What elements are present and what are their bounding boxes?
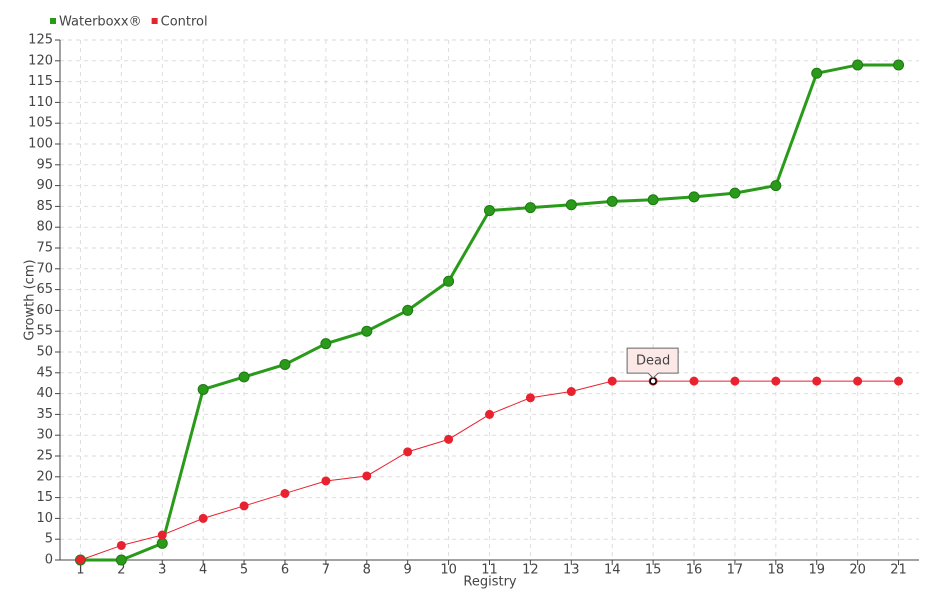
data-point bbox=[811, 67, 823, 79]
y-tick-label: 55 bbox=[36, 324, 53, 339]
y-tick-label: 50 bbox=[36, 345, 53, 360]
x-axis-label: Registry bbox=[463, 575, 517, 590]
data-point bbox=[485, 409, 494, 419]
legend-label: Waterboxx® bbox=[59, 15, 142, 30]
y-tick-label: 20 bbox=[36, 469, 53, 484]
data-point bbox=[729, 187, 741, 199]
data-point bbox=[198, 513, 208, 523]
y-tick-label: 70 bbox=[36, 261, 53, 276]
data-point bbox=[115, 554, 127, 566]
y-tick-label: 90 bbox=[36, 178, 53, 193]
y-tick-label: 80 bbox=[36, 220, 53, 235]
data-point bbox=[893, 59, 905, 71]
data-point bbox=[770, 180, 782, 192]
data-point bbox=[157, 530, 167, 540]
y-tick-label: 65 bbox=[36, 282, 53, 297]
x-tick-label: 3 bbox=[158, 563, 166, 578]
data-point bbox=[320, 338, 332, 350]
y-tick-label: 110 bbox=[28, 95, 53, 110]
x-tick-label: 9 bbox=[404, 563, 412, 578]
annotation-point bbox=[649, 377, 657, 385]
x-tick-label: 14 bbox=[604, 563, 621, 578]
data-point bbox=[689, 376, 699, 386]
data-point bbox=[116, 540, 126, 550]
x-tick-label: 21 bbox=[890, 563, 907, 578]
data-point bbox=[688, 191, 700, 203]
data-point bbox=[402, 304, 414, 316]
data-point bbox=[606, 195, 618, 207]
y-tick-label: 95 bbox=[36, 157, 53, 172]
y-tick-label: 30 bbox=[36, 428, 53, 443]
data-point bbox=[853, 376, 863, 386]
data-point bbox=[321, 476, 331, 486]
x-tick-label: 7 bbox=[322, 563, 330, 578]
x-tick-label: 1 bbox=[76, 563, 84, 578]
y-tick-label: 60 bbox=[36, 303, 53, 318]
data-point bbox=[852, 59, 864, 71]
legend-swatch bbox=[50, 18, 56, 24]
x-tick-label: 15 bbox=[645, 563, 662, 578]
x-tick-label: 12 bbox=[522, 563, 539, 578]
data-point bbox=[197, 383, 209, 395]
y-tick-label: 100 bbox=[28, 137, 53, 152]
annotation-box bbox=[626, 347, 679, 379]
data-point bbox=[279, 358, 291, 370]
data-point bbox=[361, 325, 373, 337]
annotation-label: Dead bbox=[636, 354, 670, 369]
data-point bbox=[444, 434, 454, 444]
y-tick-label: 10 bbox=[36, 511, 53, 526]
y-tick-label: 35 bbox=[36, 407, 53, 422]
x-tick-label: 13 bbox=[563, 563, 580, 578]
data-point bbox=[894, 376, 904, 386]
data-point bbox=[730, 376, 740, 386]
data-point bbox=[403, 447, 413, 457]
data-point bbox=[443, 275, 455, 287]
y-axis-label: Growth (cm) bbox=[23, 259, 38, 340]
data-point bbox=[525, 393, 535, 403]
data-point bbox=[75, 555, 85, 565]
data-point bbox=[239, 501, 249, 511]
data-point bbox=[280, 488, 290, 498]
data-point bbox=[524, 202, 536, 214]
legend-label: Control bbox=[161, 15, 208, 30]
data-point bbox=[565, 199, 577, 211]
x-tick-label: 18 bbox=[768, 563, 785, 578]
y-tick-label: 0 bbox=[45, 553, 53, 568]
x-tick-label: 17 bbox=[727, 563, 744, 578]
y-tick-label: 125 bbox=[28, 33, 53, 48]
x-tick-label: 16 bbox=[686, 563, 703, 578]
y-tick-label: 40 bbox=[36, 386, 53, 401]
y-tick-label: 25 bbox=[36, 449, 53, 464]
y-tick-label: 120 bbox=[28, 53, 53, 68]
y-tick-label: 85 bbox=[36, 199, 53, 214]
x-tick-label: 19 bbox=[808, 563, 825, 578]
data-point bbox=[607, 376, 617, 386]
x-tick-label: 5 bbox=[240, 563, 248, 578]
x-tick-label: 20 bbox=[849, 563, 866, 578]
data-point bbox=[238, 371, 250, 383]
data-point bbox=[362, 471, 372, 481]
x-tick-label: 10 bbox=[440, 563, 457, 578]
x-tick-label: 6 bbox=[281, 563, 289, 578]
legend-swatch bbox=[151, 18, 158, 24]
x-tick-label: 2 bbox=[117, 563, 125, 578]
data-point bbox=[156, 537, 168, 549]
data-point bbox=[484, 205, 495, 217]
x-tick-label: 4 bbox=[199, 563, 207, 578]
x-tick-label: 11 bbox=[481, 563, 498, 578]
x-tick-label: 8 bbox=[363, 563, 371, 578]
y-tick-label: 45 bbox=[36, 365, 53, 380]
y-tick-label: 105 bbox=[28, 116, 53, 131]
y-tick-label: 5 bbox=[45, 532, 53, 547]
data-point bbox=[647, 194, 659, 206]
series-line bbox=[80, 380, 899, 561]
y-tick-label: 75 bbox=[36, 241, 53, 256]
y-tick-label: 15 bbox=[36, 490, 53, 505]
data-point bbox=[812, 376, 822, 386]
y-tick-label: 115 bbox=[28, 74, 53, 89]
data-point bbox=[566, 387, 576, 397]
data-point bbox=[771, 376, 781, 386]
